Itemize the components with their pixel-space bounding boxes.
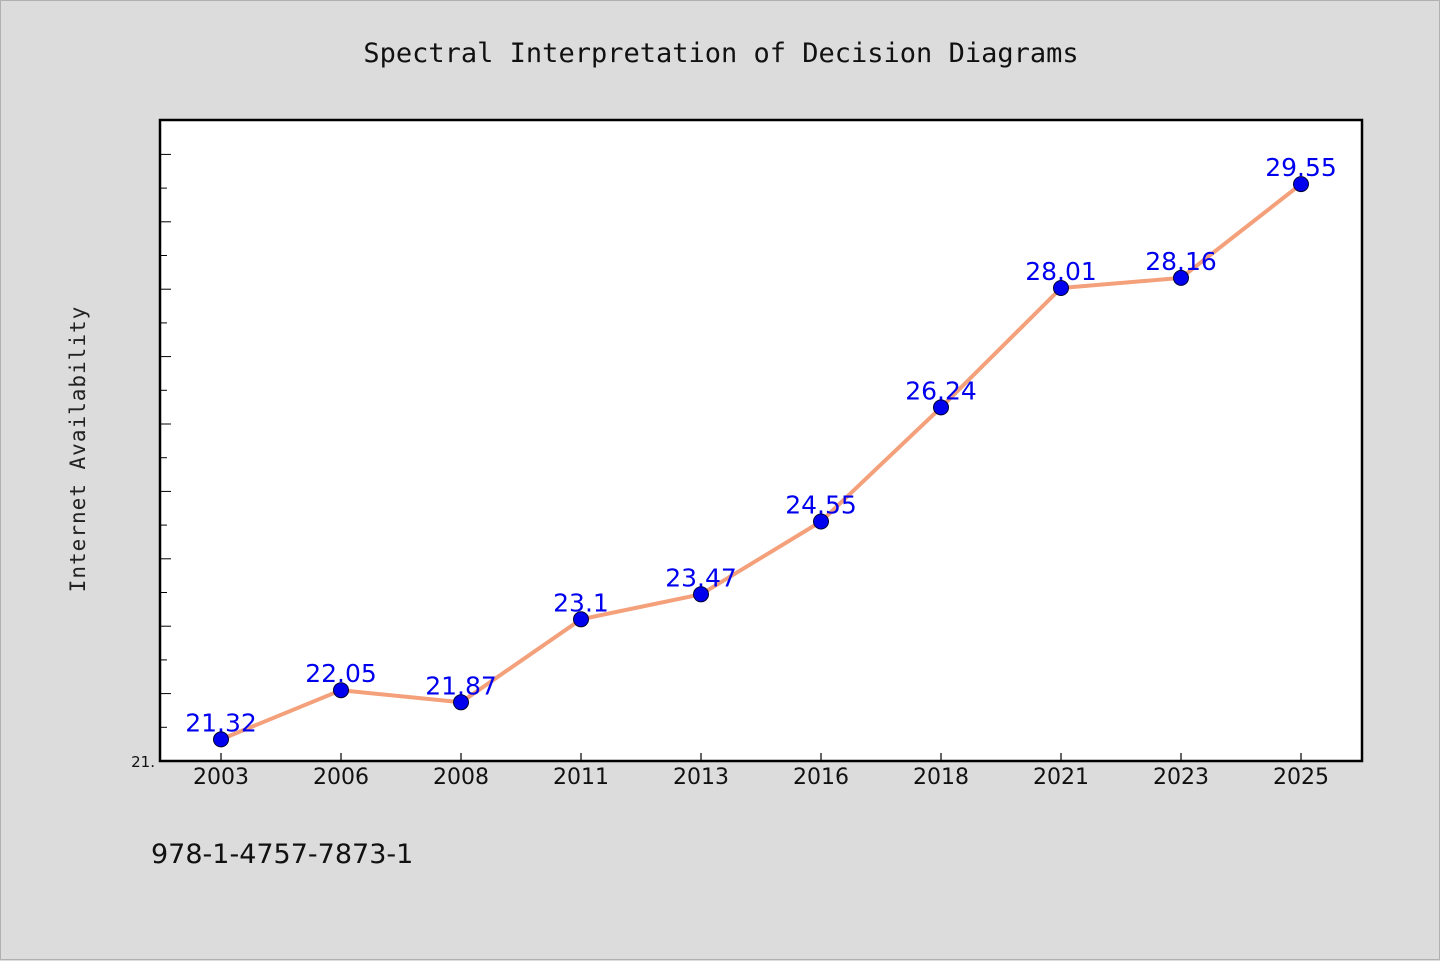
- data-point: [453, 694, 469, 711]
- data-label: 22.05: [305, 659, 377, 688]
- data-point: [1053, 280, 1069, 296]
- y-axis-ticks: [160, 153, 171, 762]
- data-point: [573, 611, 589, 628]
- data-label: 28.01: [1025, 257, 1097, 286]
- y-tick-label: 21.: [131, 753, 155, 771]
- x-tick-label: 2023: [1153, 765, 1209, 790]
- data-label: 28.16: [1145, 247, 1217, 276]
- x-tick-label: 2011: [553, 765, 609, 790]
- data-label: 21.32: [185, 708, 257, 737]
- y-axis-label: Internet Availability: [66, 306, 90, 593]
- data-label: 29.55: [1265, 153, 1337, 182]
- x-tick-label: 2008: [433, 765, 489, 790]
- data-labels: 21.32 22.05 21.87 23.1 23.47 24.55 26.24 28.01 2…: [185, 153, 1337, 737]
- chart-title: Spectral Interpretation of Decision Diag…: [363, 38, 1078, 69]
- series-markers: [213, 176, 1309, 748]
- data-point: [333, 682, 349, 699]
- x-tick-label: 2006: [313, 765, 369, 790]
- series-line: [220, 182, 1303, 742]
- data-label: 24.55: [785, 491, 857, 520]
- data-label: 26.24: [905, 376, 977, 405]
- x-tick-label: 2021: [1033, 765, 1089, 790]
- x-tick-label: 2018: [913, 765, 969, 790]
- data-label: 21.87: [425, 671, 497, 700]
- x-tick-label: 2016: [793, 765, 849, 790]
- data-point: [693, 586, 709, 603]
- isbn-text: 978-1-4757-7873-1: [151, 839, 413, 870]
- data-point: [1293, 176, 1309, 193]
- data-label: 23.1: [553, 588, 609, 617]
- data-point: [1173, 269, 1189, 286]
- x-axis-ticks: [220, 753, 1302, 761]
- plot-area: [158, 118, 1364, 763]
- x-tick-label: 2013: [673, 765, 729, 790]
- x-axis-tick-labels: 2003 2006 2008 2011 2013 2016 2018 2021 2023 2025: [193, 765, 1329, 790]
- data-point: [813, 513, 829, 530]
- x-tick-label: 2025: [1273, 765, 1329, 790]
- data-label: 23.47: [665, 563, 737, 592]
- x-tick-label: 2003: [193, 765, 249, 790]
- data-point: [933, 399, 949, 416]
- data-point: [213, 731, 229, 748]
